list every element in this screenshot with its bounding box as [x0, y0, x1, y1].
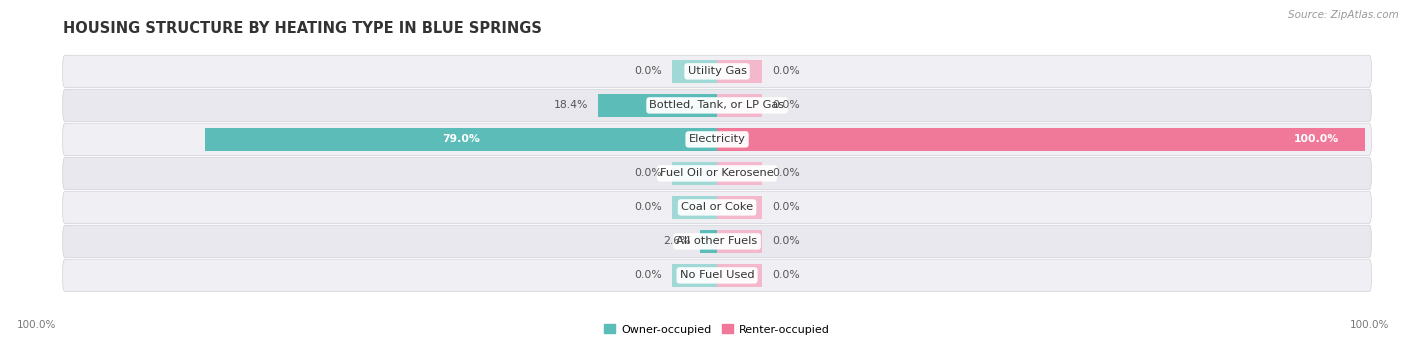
Text: Bottled, Tank, or LP Gas: Bottled, Tank, or LP Gas [650, 100, 785, 110]
FancyBboxPatch shape [63, 123, 1371, 156]
Bar [672, 162, 717, 185]
FancyBboxPatch shape [63, 191, 1371, 224]
Bar [717, 230, 762, 253]
FancyBboxPatch shape [63, 225, 1371, 258]
Text: 0.0%: 0.0% [634, 66, 662, 76]
Text: 2.6%: 2.6% [664, 236, 690, 246]
Bar [598, 94, 717, 117]
Text: 0.0%: 0.0% [772, 270, 800, 280]
Text: Utility Gas: Utility Gas [688, 66, 747, 76]
FancyBboxPatch shape [63, 259, 1371, 291]
Bar [717, 162, 762, 185]
Text: 0.0%: 0.0% [634, 202, 662, 212]
Text: No Fuel Used: No Fuel Used [679, 270, 755, 280]
Bar [205, 128, 717, 151]
Text: 0.0%: 0.0% [772, 66, 800, 76]
Bar [717, 128, 1365, 151]
Text: All other Fuels: All other Fuels [676, 236, 758, 246]
Bar [672, 264, 717, 287]
Legend: Owner-occupied, Renter-occupied: Owner-occupied, Renter-occupied [600, 320, 834, 339]
Text: 0.0%: 0.0% [634, 270, 662, 280]
Text: 100.0%: 100.0% [17, 320, 56, 330]
Text: Fuel Oil or Kerosene: Fuel Oil or Kerosene [661, 168, 773, 179]
Bar [672, 60, 717, 83]
FancyBboxPatch shape [63, 89, 1371, 122]
FancyBboxPatch shape [63, 157, 1371, 190]
Bar [700, 230, 717, 253]
Text: Electricity: Electricity [689, 134, 745, 144]
Text: Coal or Coke: Coal or Coke [681, 202, 754, 212]
Bar [672, 196, 717, 219]
Text: 0.0%: 0.0% [634, 168, 662, 179]
Text: 0.0%: 0.0% [772, 168, 800, 179]
Text: 100.0%: 100.0% [1350, 320, 1389, 330]
Text: HOUSING STRUCTURE BY HEATING TYPE IN BLUE SPRINGS: HOUSING STRUCTURE BY HEATING TYPE IN BLU… [63, 21, 541, 36]
Text: 0.0%: 0.0% [772, 236, 800, 246]
Text: 100.0%: 100.0% [1294, 134, 1339, 144]
Text: 79.0%: 79.0% [443, 134, 479, 144]
Text: 0.0%: 0.0% [772, 100, 800, 110]
Bar [717, 196, 762, 219]
FancyBboxPatch shape [63, 55, 1371, 88]
Text: 0.0%: 0.0% [772, 202, 800, 212]
Bar [717, 94, 762, 117]
Text: 18.4%: 18.4% [554, 100, 588, 110]
Bar [717, 264, 762, 287]
Text: Source: ZipAtlas.com: Source: ZipAtlas.com [1288, 10, 1399, 20]
Bar [717, 60, 762, 83]
